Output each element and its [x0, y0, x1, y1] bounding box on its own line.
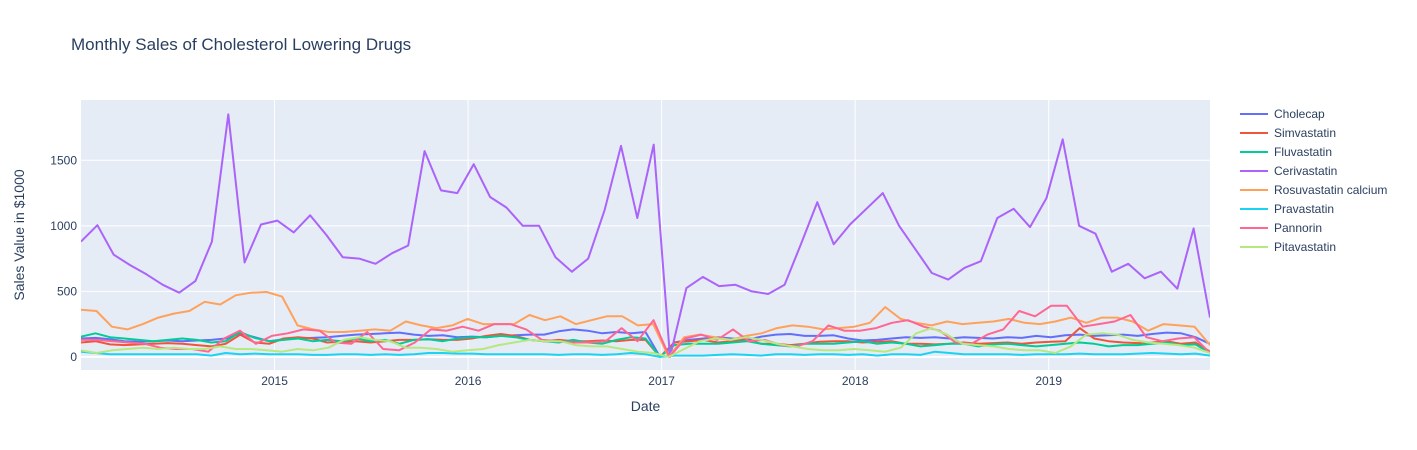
x-axis-title: Date: [631, 398, 661, 414]
series-line-pannorin: [81, 304, 1210, 358]
series-line-rosuvastatin-calcium: [81, 291, 1210, 358]
legend-item[interactable]: Fluvastatin: [1240, 145, 1332, 159]
legend-label: Fluvastatin: [1274, 145, 1332, 159]
y-tick-label: 0: [70, 350, 77, 364]
y-tick-label: 500: [57, 284, 77, 298]
legend-item[interactable]: Cerivastatin: [1240, 164, 1337, 178]
legend-item[interactable]: Pravastatin: [1240, 202, 1334, 216]
legend-label: Pravastatin: [1274, 202, 1334, 216]
legend-item[interactable]: Simvastatin: [1240, 126, 1336, 140]
legend-label: Pitavastatin: [1274, 240, 1336, 254]
legend-label: Cerivastatin: [1274, 164, 1337, 178]
legend-label: Cholecap: [1274, 107, 1325, 121]
y-tick-label: 1500: [50, 153, 77, 167]
legend-item[interactable]: Cholecap: [1240, 107, 1325, 121]
legend-item[interactable]: Pannorin: [1240, 221, 1322, 235]
legend-item[interactable]: Rosuvastatin calcium: [1240, 183, 1387, 197]
legend-label: Rosuvastatin calcium: [1274, 183, 1387, 197]
series-line-cerivastatin: [81, 113, 1210, 358]
x-tick-label: 2017: [648, 374, 675, 388]
legend[interactable]: Cholecap Simvastatin Fluvastatin Cerivastat…: [1240, 107, 1387, 254]
series-line-pravastatin: [81, 350, 1210, 358]
y-axis-title: Sales Value in $1000: [11, 169, 27, 300]
legend-label: Simvastatin: [1274, 126, 1336, 140]
x-tick-label: 2019: [1035, 374, 1062, 388]
grid-lines: [81, 100, 1210, 370]
series-line-fluvastatin: [81, 331, 1210, 358]
series-line-pitavastatin: [81, 327, 1210, 358]
x-tick-label: 2018: [842, 374, 869, 388]
x-tick-label: 2016: [455, 374, 482, 388]
x-axis-ticks: 2015 2016 2017 2018 2019: [261, 374, 1062, 388]
chart-title: Monthly Sales of Cholesterol Lowering Dr…: [71, 35, 411, 54]
x-tick-label: 2015: [261, 374, 288, 388]
series-lines: [81, 113, 1210, 358]
legend-item[interactable]: Pitavastatin: [1240, 240, 1336, 254]
y-axis-ticks: 0 500 1000 1500: [50, 153, 77, 364]
y-tick-label: 1000: [50, 219, 77, 233]
legend-label: Pannorin: [1274, 221, 1322, 235]
